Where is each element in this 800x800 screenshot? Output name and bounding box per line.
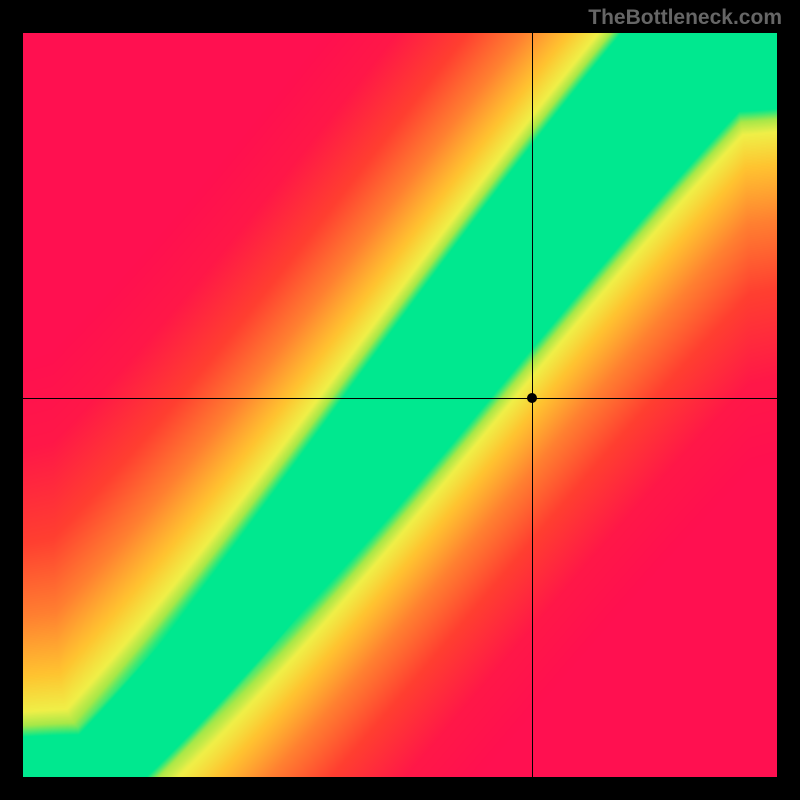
plot-area <box>23 33 777 777</box>
watermark-text: TheBottleneck.com <box>588 6 782 30</box>
crosshair-vertical <box>532 33 533 777</box>
data-point-marker <box>527 393 537 403</box>
crosshair-horizontal <box>23 398 777 399</box>
heatmap-canvas <box>23 33 777 777</box>
